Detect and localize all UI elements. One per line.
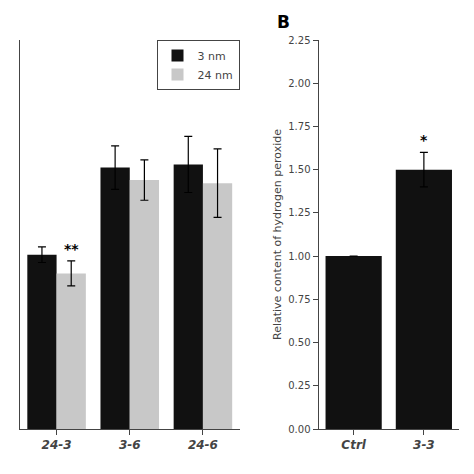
svg-text:2.25: 2.25 xyxy=(288,35,310,46)
svg-text:1.75: 1.75 xyxy=(288,121,310,132)
svg-text:Ctrl: Ctrl xyxy=(341,438,366,452)
svg-text:3-6: 3-6 xyxy=(119,438,141,452)
svg-text:24-3: 24-3 xyxy=(42,438,72,452)
svg-text:0.75: 0.75 xyxy=(288,294,310,305)
svg-text:1.00: 1.00 xyxy=(288,251,310,262)
svg-text:2.00: 2.00 xyxy=(288,78,310,89)
svg-text:**: ** xyxy=(64,241,79,257)
svg-text:24 nm: 24 nm xyxy=(198,69,233,82)
svg-text:0.00: 0.00 xyxy=(288,424,310,435)
svg-text:0.25: 0.25 xyxy=(288,380,310,391)
svg-text:*: * xyxy=(420,132,428,148)
svg-text:3 nm: 3 nm xyxy=(198,50,226,63)
svg-text:0.50: 0.50 xyxy=(288,337,310,348)
svg-text:B: B xyxy=(277,12,290,32)
svg-text:3-3: 3-3 xyxy=(413,438,435,452)
svg-text:1.50: 1.50 xyxy=(288,164,310,175)
svg-text:1.25: 1.25 xyxy=(288,207,310,218)
svg-text:24-6: 24-6 xyxy=(188,438,218,452)
svg-text:Relative content of hydrogen p: Relative content of hydrogen peroxide xyxy=(271,129,284,340)
